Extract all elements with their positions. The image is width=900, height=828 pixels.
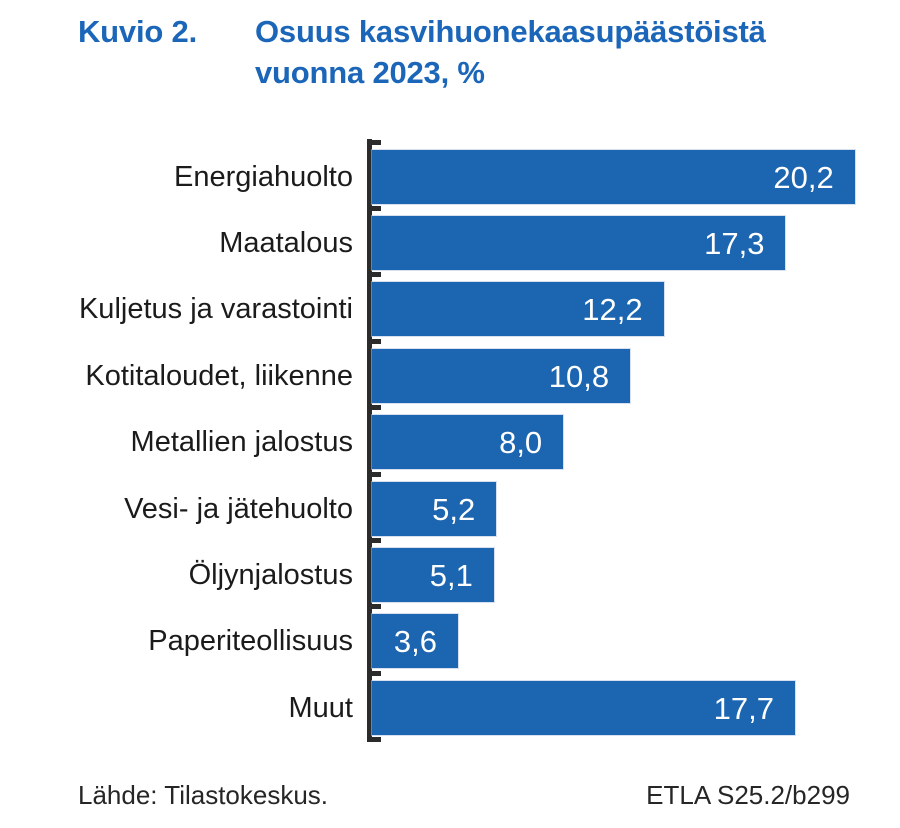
axis-tick <box>367 205 381 211</box>
axis-tick <box>367 670 381 676</box>
bar-row: Kuljetus ja varastointi 12,2 <box>0 282 900 337</box>
bar: 12,2 <box>372 282 664 337</box>
figure-title: Kuvio 2. Osuus kasvihuonekaasupäästöistä… <box>78 11 868 106</box>
figure-number: Kuvio 2. <box>78 14 197 49</box>
bar-row: Muut 17,7 <box>0 680 900 735</box>
value-label: 5,1 <box>429 557 473 593</box>
axis-tick <box>367 604 381 610</box>
axis-tick <box>367 272 381 278</box>
category-label: Vesi- ja jätehuolto <box>124 492 353 525</box>
y-axis-line <box>367 139 372 742</box>
category-label: Muut <box>288 691 353 724</box>
value-label: 17,3 <box>704 225 765 261</box>
figure-reference: ETLA S25.2/b299 <box>646 780 850 810</box>
value-label: 5,2 <box>432 491 476 527</box>
bar-row: Energiahuolto 20,2 <box>0 149 900 204</box>
category-label: Paperiteollisuus <box>148 625 353 658</box>
source-note: Lähde: Tilastokeskus. <box>78 780 329 810</box>
figure-title-text: Osuus kasvihuonekaasupäästöistä vuonna 2… <box>255 11 865 93</box>
axis-tick <box>367 537 381 543</box>
category-label: Kotitaloudet, liikenne <box>85 359 353 392</box>
category-label: Öljynjalostus <box>188 558 353 591</box>
value-label: 17,7 <box>713 690 775 726</box>
value-label: 10,8 <box>548 358 610 394</box>
value-label: 12,2 <box>582 292 643 328</box>
bar-row: Maatalous 17,3 <box>0 215 900 270</box>
bar: 8,0 <box>372 415 564 470</box>
bar: 5,1 <box>372 547 494 602</box>
bar: 17,7 <box>372 680 796 735</box>
title-line1: Osuus kasvihuonekaasupäästöistä <box>255 14 766 49</box>
bar: 10,8 <box>372 348 631 403</box>
axis-tick <box>367 471 381 477</box>
category-label: Kuljetus ja varastointi <box>78 293 353 326</box>
category-label: Energiahuolto <box>174 160 353 193</box>
axis-tick <box>367 338 381 344</box>
category-label: Metallien jalostus <box>130 426 353 459</box>
bar-row: Öljynjalostus 5,1 <box>0 547 900 602</box>
bar-row: Paperiteollisuus 3,6 <box>0 614 900 669</box>
value-label: 3,6 <box>393 624 438 660</box>
value-label: 8,0 <box>499 425 543 461</box>
bar-row: Metallien jalostus 8,0 <box>0 415 900 470</box>
axis-tick <box>367 139 381 145</box>
axis-tick <box>367 737 381 743</box>
bar: 3,6 <box>372 614 459 669</box>
bar: 17,3 <box>372 215 786 270</box>
bar-row: Vesi- ja jätehuolto 5,2 <box>0 481 900 536</box>
axis-tick <box>367 405 381 411</box>
bar-row: Kotitaloudet, liikenne 10,8 <box>0 348 900 403</box>
bar: 5,2 <box>372 481 497 536</box>
value-label: 20,2 <box>773 159 834 195</box>
title-line2: vuonna 2023, % <box>255 55 485 90</box>
bar: 20,2 <box>372 149 855 204</box>
category-label: Maatalous <box>219 226 353 259</box>
